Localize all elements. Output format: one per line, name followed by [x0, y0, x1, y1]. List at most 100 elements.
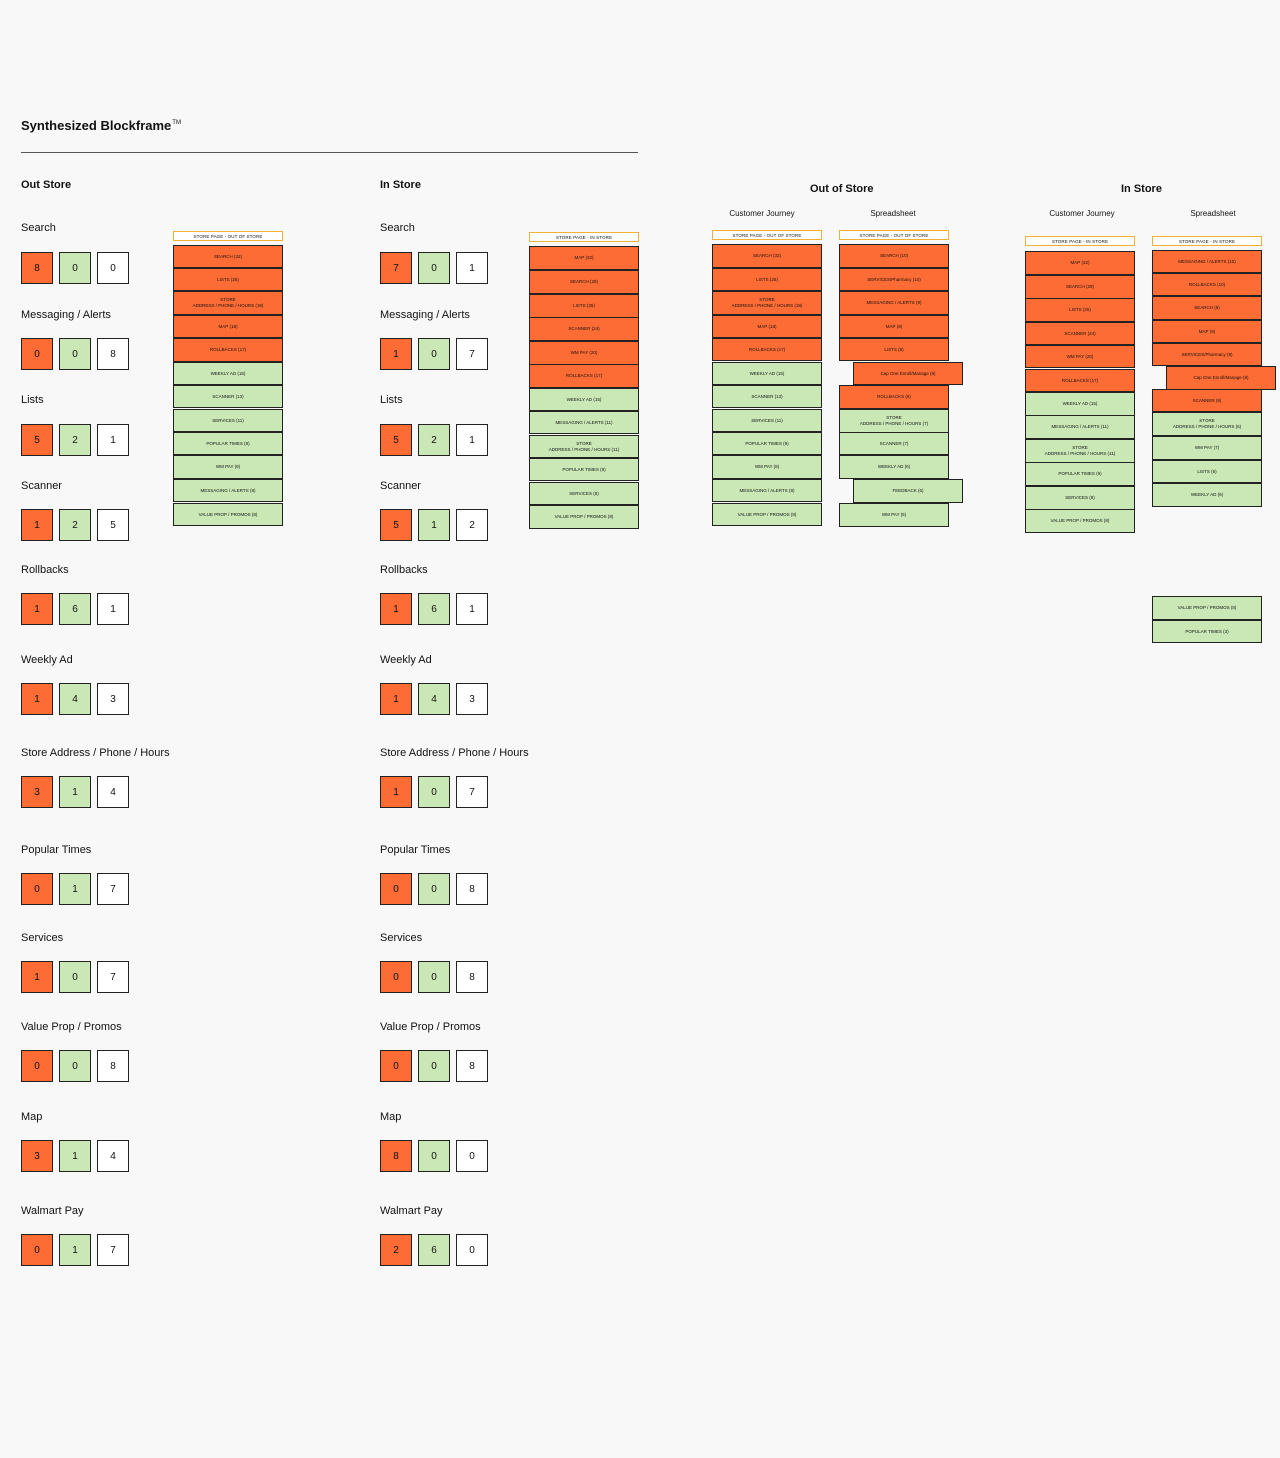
feature-block: Cap One Enroll/Manage (8)	[853, 362, 963, 385]
feature-block: SEARCH (32)	[173, 245, 283, 268]
score-box-orange: 1	[21, 961, 53, 993]
category-label: Value Prop / Promos	[21, 1021, 122, 1033]
feature-block: ROLLBACKS (17)	[712, 338, 822, 361]
feature-block: SCANNER (24)	[1025, 322, 1135, 345]
category-label: Weekly Ad	[21, 654, 73, 666]
score-box-white: 2	[456, 509, 488, 541]
feature-block: WM PAY (20)	[529, 341, 639, 365]
score-box-white: 8	[456, 1050, 488, 1082]
score-box-green: 0	[59, 338, 91, 370]
feature-block: STORE ADDRESS / PHONE / HOURS (11)	[529, 435, 639, 458]
score-box-orange: 1	[21, 683, 53, 715]
feature-block: SERVICES (11)	[173, 409, 283, 432]
score-box-orange: 1	[21, 509, 53, 541]
score-box-orange: 3	[21, 1140, 53, 1172]
category-label: Value Prop / Promos	[380, 1021, 481, 1033]
feature-block: VALUE PROP / PROMOS (8)	[712, 503, 822, 526]
feature-block: STORE ADDRESS / PHONE / HOURS (18)	[712, 291, 822, 315]
category-label: Services	[21, 932, 64, 944]
score-box-orange: 0	[21, 338, 53, 370]
score-box-orange: 5	[21, 424, 53, 456]
feature-block: WM PAY (7)	[1152, 436, 1262, 460]
category-label: Store Address / Phone / Hours	[21, 747, 170, 759]
title-divider	[21, 152, 638, 153]
score-box-white: 0	[97, 252, 129, 284]
feature-block: MAP (18)	[712, 315, 822, 338]
score-box-orange: 1	[380, 683, 412, 715]
trademark-mark: TM	[172, 120, 181, 126]
score-box-green: 4	[59, 683, 91, 715]
feature-block: MAP (9)	[1152, 320, 1262, 343]
customer-journey-label: Customer Journey	[1049, 209, 1115, 218]
score-box-orange: 1	[380, 593, 412, 625]
category-label: Messaging / Alerts	[380, 309, 470, 321]
score-box-green: 0	[418, 1140, 450, 1172]
score-box-green: 4	[418, 683, 450, 715]
out-of-store-heading: Out of Store	[810, 183, 874, 195]
category-label: Lists	[21, 394, 44, 406]
feature-block: SEARCH (29)	[1025, 275, 1135, 299]
feature-block: ROLLBACKS (10)	[1152, 273, 1262, 296]
score-box-white: 7	[456, 776, 488, 808]
feature-block: SERVICES (11)	[712, 409, 822, 432]
category-label: Map	[380, 1111, 402, 1123]
score-box-green: 6	[59, 593, 91, 625]
feature-block: WEEKLY AD (6)	[1152, 483, 1262, 507]
category-label: Walmart Pay	[380, 1205, 443, 1217]
score-box-orange: 1	[380, 338, 412, 370]
score-box-white: 0	[456, 1140, 488, 1172]
score-box-orange: 0	[21, 1234, 53, 1266]
feature-block: WEEKLY AD (15)	[173, 362, 283, 385]
score-box-orange: 8	[21, 252, 53, 284]
category-label: Map	[21, 1111, 43, 1123]
score-box-orange: 7	[380, 252, 412, 284]
feature-block: STORE ADDRESS / PHONE / HOURS (6)	[1152, 412, 1262, 436]
feature-block: SEARCH (29)	[529, 270, 639, 294]
category-label: Messaging / Alerts	[21, 309, 111, 321]
score-box-green: 1	[59, 1234, 91, 1266]
score-box-green: 6	[418, 1234, 450, 1266]
score-box-white: 7	[97, 961, 129, 993]
customer-journey-label: Customer Journey	[729, 209, 795, 218]
score-box-white: 7	[97, 1234, 129, 1266]
score-box-green: 0	[418, 1050, 450, 1082]
feature-block: WM PAY (9)	[712, 455, 822, 479]
feature-block: SERVICES (8)	[1025, 486, 1135, 510]
score-box-white: 1	[456, 593, 488, 625]
score-box-green: 2	[418, 424, 450, 456]
feature-block: SERVICES/Pharmacy (10)	[839, 268, 949, 291]
page-title: Synthesized BlockframeTM	[21, 118, 181, 133]
score-box-green: 2	[59, 509, 91, 541]
feature-block: LISTS (8)	[839, 338, 949, 361]
feature-block: WEEKLY AD (6)	[839, 455, 949, 479]
score-box-white: 8	[97, 338, 129, 370]
out-store-panel-title: Out Store	[21, 179, 72, 191]
feature-block: LISTS (25)	[1025, 298, 1135, 322]
score-box-white: 3	[456, 683, 488, 715]
stack-header: STORE PAGE - IN STORE	[1025, 236, 1135, 246]
score-box-green: 0	[418, 338, 450, 370]
feature-block: MESSAGING / ALERTS (10)	[1152, 250, 1262, 273]
category-label: Lists	[380, 394, 403, 406]
feature-block: SCANNER (9)	[1152, 389, 1262, 412]
score-box-orange: 0	[380, 961, 412, 993]
feature-block: SCANNER (13)	[173, 385, 283, 408]
score-box-orange: 0	[380, 873, 412, 905]
feature-block: SEARCH (32)	[712, 244, 822, 268]
feature-block: VALUE PROP / PROMOS (8)	[173, 503, 283, 526]
feature-block: STORE ADDRESS / PHONE / HOURS (7)	[839, 409, 949, 433]
feature-block: SCANNER (13)	[712, 385, 822, 408]
feature-block: POPULAR TIMES (9)	[173, 432, 283, 455]
feature-block: WEEKLY AD (15)	[1025, 392, 1135, 416]
category-label: Scanner	[380, 480, 421, 492]
score-box-orange: 0	[21, 873, 53, 905]
category-label: Weekly Ad	[380, 654, 432, 666]
feature-block: MESSAGING / ALERTS (11)	[529, 411, 639, 434]
score-box-green: 0	[418, 873, 450, 905]
feature-block: SEARCH (10)	[839, 244, 949, 268]
feature-block: STORE ADDRESS / PHONE / HOURS (18)	[173, 291, 283, 315]
stack-header: STORE PAGE - OUT OF STORE	[712, 230, 822, 240]
feature-block: POPULAR TIMES (3)	[1152, 620, 1262, 643]
score-box-green: 1	[59, 776, 91, 808]
feature-block: POPULAR TIMES (9)	[529, 458, 639, 481]
